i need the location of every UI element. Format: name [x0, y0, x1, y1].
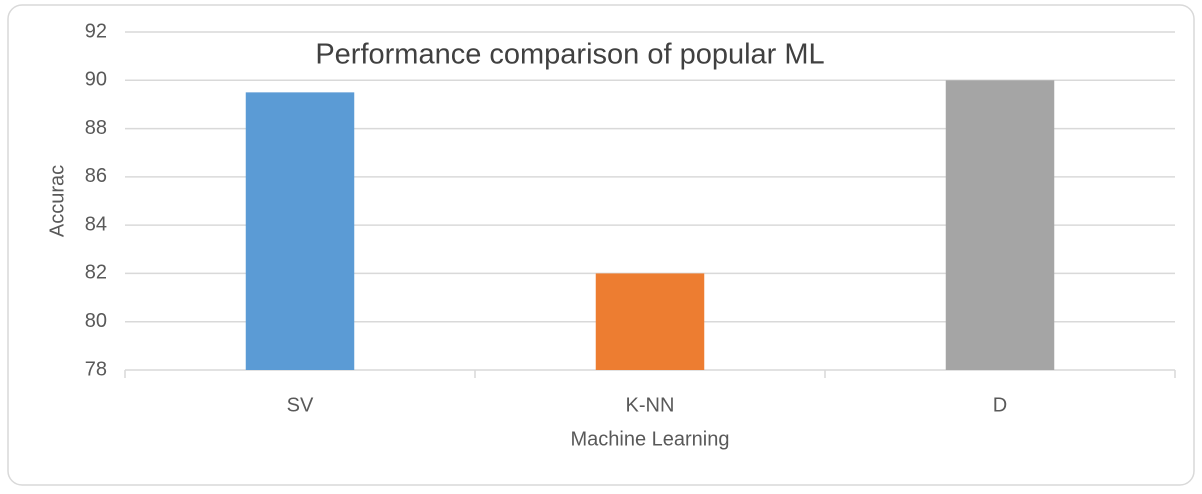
bar [595, 273, 705, 370]
y-tick-label: 88 [85, 117, 107, 139]
y-tick-label: 86 [85, 165, 107, 187]
chart-title: Performance comparison of popular ML [315, 39, 824, 71]
y-axis-label: Accurac [46, 165, 68, 237]
x-tick-label: D [993, 394, 1007, 416]
y-tick-label: 84 [85, 213, 107, 235]
x-axis-label: Machine Learning [571, 428, 730, 450]
y-tick-label: 90 [85, 69, 107, 91]
x-tick-label: SV [287, 394, 314, 416]
y-tick-label: 82 [85, 262, 107, 284]
y-tick-label: 78 [85, 358, 107, 380]
y-tick-label: 80 [85, 310, 107, 332]
bar [245, 92, 355, 370]
y-tick-label: 92 [85, 20, 107, 42]
bar [945, 80, 1055, 371]
x-tick-label: K-NN [626, 394, 675, 416]
